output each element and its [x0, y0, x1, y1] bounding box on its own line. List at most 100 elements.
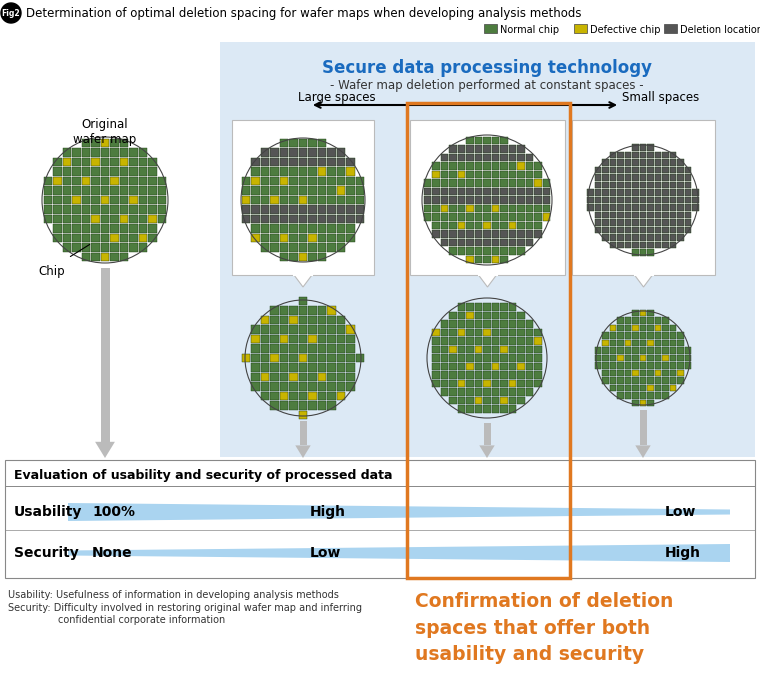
Bar [252, 224, 260, 233]
Bar [595, 182, 601, 188]
Bar [632, 189, 639, 196]
Bar [290, 382, 298, 390]
Bar [441, 230, 448, 238]
Bar [129, 186, 138, 195]
Bar [655, 189, 661, 196]
Bar [271, 401, 279, 410]
Bar [318, 253, 326, 261]
Bar [280, 316, 288, 324]
Bar [475, 303, 483, 311]
Bar [432, 346, 440, 353]
Bar [518, 363, 524, 370]
Bar [63, 224, 71, 233]
Bar [280, 215, 288, 223]
Bar [299, 224, 307, 233]
Bar [648, 219, 654, 226]
Bar [290, 401, 298, 410]
Bar [120, 215, 128, 223]
Polygon shape [296, 445, 311, 458]
Bar [129, 177, 138, 185]
Bar [63, 158, 71, 166]
Bar [492, 247, 499, 255]
Bar [290, 363, 298, 371]
Bar [492, 205, 499, 212]
Bar [677, 219, 684, 226]
Bar [492, 162, 499, 170]
Bar [280, 363, 288, 371]
Bar [500, 205, 508, 212]
Bar [662, 166, 669, 173]
Bar [475, 239, 483, 246]
Bar [662, 174, 669, 181]
Bar [610, 152, 616, 158]
Bar [508, 179, 516, 187]
Bar [441, 329, 448, 336]
Bar [337, 167, 345, 175]
Bar [101, 206, 109, 214]
Bar [475, 256, 483, 263]
Bar [602, 212, 609, 219]
Bar [475, 137, 483, 145]
Bar [595, 212, 601, 219]
Bar [483, 406, 491, 413]
Bar [271, 345, 279, 353]
Bar [508, 230, 516, 238]
Bar [337, 215, 345, 223]
Bar [500, 388, 508, 396]
Bar [662, 317, 669, 324]
Bar [449, 179, 457, 187]
Bar [232, 120, 374, 275]
Bar [483, 188, 491, 195]
Bar [483, 196, 491, 203]
Bar [483, 363, 491, 370]
Bar [318, 325, 326, 334]
Bar [309, 253, 317, 261]
Bar [677, 340, 684, 347]
Bar [677, 377, 684, 384]
Bar [475, 397, 483, 404]
Bar [648, 174, 654, 181]
Bar [458, 188, 465, 195]
Bar [466, 137, 473, 145]
Bar [158, 206, 166, 214]
Bar [662, 242, 669, 249]
Bar [475, 337, 483, 345]
Bar [299, 316, 307, 324]
Bar [648, 325, 654, 332]
Bar [120, 186, 128, 195]
Bar [466, 196, 473, 203]
Bar [602, 227, 609, 234]
Bar [617, 152, 624, 158]
Bar [347, 325, 355, 334]
Bar [290, 373, 298, 381]
Bar [632, 325, 639, 332]
Bar [299, 363, 307, 371]
Bar [101, 186, 109, 195]
Bar [518, 196, 524, 203]
Bar [655, 317, 661, 324]
Polygon shape [635, 445, 651, 458]
Bar [685, 347, 692, 354]
Bar [432, 196, 440, 203]
Bar [91, 186, 100, 195]
Bar [318, 382, 326, 390]
Bar [72, 215, 81, 223]
Bar [655, 332, 661, 339]
Bar [639, 410, 647, 445]
Bar [110, 177, 119, 185]
Bar [483, 162, 491, 170]
Bar [328, 206, 336, 214]
Bar [424, 179, 431, 187]
Bar [148, 186, 157, 195]
Text: Original
wafer map: Original wafer map [74, 118, 137, 146]
Bar [148, 206, 157, 214]
Bar [290, 139, 298, 147]
Bar [129, 158, 138, 166]
Bar [625, 182, 632, 188]
Bar [662, 362, 669, 369]
Bar [466, 247, 473, 255]
Bar [356, 353, 364, 362]
Text: Secure data processing technology: Secure data processing technology [322, 59, 652, 77]
Bar [466, 239, 473, 246]
Bar [475, 196, 483, 203]
